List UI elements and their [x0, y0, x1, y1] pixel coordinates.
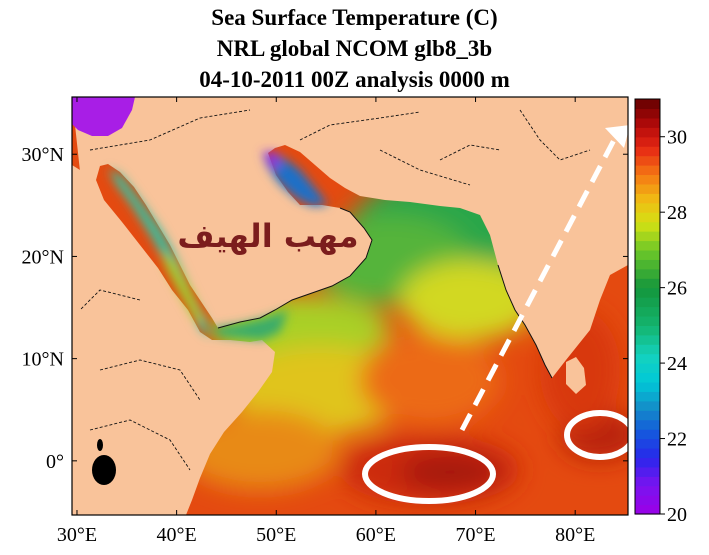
lake-small [97, 439, 103, 451]
colorbar-swatch [635, 485, 660, 496]
title-line-1: Sea Surface Temperature (C) [211, 5, 498, 30]
colorbar-tick-label: 28 [667, 202, 687, 224]
map-frame [71, 96, 629, 516]
colorbar-swatch [635, 146, 660, 157]
lat-tick-label: 20°N [22, 246, 64, 268]
lat-tick-label: 30°N [22, 144, 64, 166]
lon-tick-label: 40°E [157, 524, 197, 546]
marginal-seas [108, 152, 328, 340]
colorbar-swatch [635, 438, 660, 449]
colorbar-swatch [635, 193, 660, 204]
colorbar-swatch [635, 221, 660, 232]
colorbar-swatch [635, 372, 660, 383]
colorbar-swatch [635, 419, 660, 430]
colorbar-swatch [635, 297, 660, 308]
country-borders [79, 109, 591, 471]
lat-tick-label: 0° [46, 451, 64, 473]
colorbar-swatch [635, 410, 660, 421]
colorbar-swatch [635, 504, 660, 515]
colorbar-swatch [635, 466, 660, 477]
land-masses [72, 97, 628, 515]
title-line-2: NRL global NCOM glb8_3b [216, 36, 493, 61]
title-line-3: 04-10-2011 00Z analysis 0000 m [199, 67, 510, 92]
colorbar-swatch [635, 457, 660, 468]
colorbar-swatch [635, 315, 660, 326]
axis-ticks: 30°E 40°E 50°E 60°E 70°E 80°E 0° 10°N 20°N 30°N [22, 97, 628, 546]
arrow-head [605, 125, 628, 148]
colorbar-swatch [635, 259, 660, 270]
lake-victoria [92, 455, 116, 485]
colorbar-swatch [635, 306, 660, 317]
colorbar-swatch [635, 202, 660, 213]
colorbar-tick-label: 30 [667, 127, 687, 149]
lon-tick-label: 70°E [455, 524, 495, 546]
coastlines [217, 207, 553, 379]
annotation-label: مهب الهيف [177, 217, 358, 255]
lon-tick-label: 60°E [356, 524, 396, 546]
colorbar-swatch [635, 353, 660, 364]
colorbar-tick-label: 20 [667, 504, 687, 526]
colorbar-swatch [635, 429, 660, 440]
map-area: مهب الهيف [72, 97, 628, 515]
warm-pool-circle-east [564, 410, 628, 460]
colorbar-swatch [635, 391, 660, 402]
lon-tick-label: 30°E [57, 524, 97, 546]
colorbar-swatch [635, 381, 660, 392]
colorbar-swatch [635, 165, 660, 176]
lon-tick-label: 80°E [555, 524, 595, 546]
colorbar-tick-label: 26 [667, 278, 687, 300]
colorbar-swatch [635, 495, 660, 506]
colorbar-swatch [635, 183, 660, 194]
colorbar-frame [634, 98, 661, 515]
colorbar-swatch [635, 400, 660, 411]
colorbar-swatch [635, 155, 660, 166]
colorbar-swatch [635, 287, 660, 298]
colorbar-swatch [635, 99, 660, 110]
colorbar-swatch [635, 240, 660, 251]
colorbar-swatch [635, 212, 660, 223]
colorbar-swatch [635, 108, 660, 119]
lat-tick-label: 10°N [22, 349, 64, 371]
colorbar-swatch [635, 476, 660, 487]
colorbar-swatch [635, 127, 660, 138]
colorbar-swatch [635, 231, 660, 242]
colorbar-swatch [635, 447, 660, 459]
colorbar-swatch [635, 174, 660, 185]
colorbar-swatch [635, 249, 660, 260]
colorbar-swatch [635, 325, 660, 336]
colorbar-swatch [635, 344, 660, 355]
colorbar-swatch [635, 363, 660, 374]
colorbar-tick-label: 22 [667, 429, 687, 451]
colorbar-swatch [635, 268, 660, 279]
colorbar-tick-label: 24 [667, 353, 687, 375]
colorbar: 20 22 24 26 28 30 [634, 98, 687, 526]
colorbar-swatch [635, 136, 660, 147]
lon-tick-label: 50°E [256, 524, 296, 546]
colorbar-swatch [635, 334, 660, 345]
colorbar-swatch [635, 278, 660, 289]
warm-pool-circle-main [362, 444, 496, 504]
annotation-markers [362, 125, 628, 504]
colorbar-swatch [635, 117, 660, 128]
